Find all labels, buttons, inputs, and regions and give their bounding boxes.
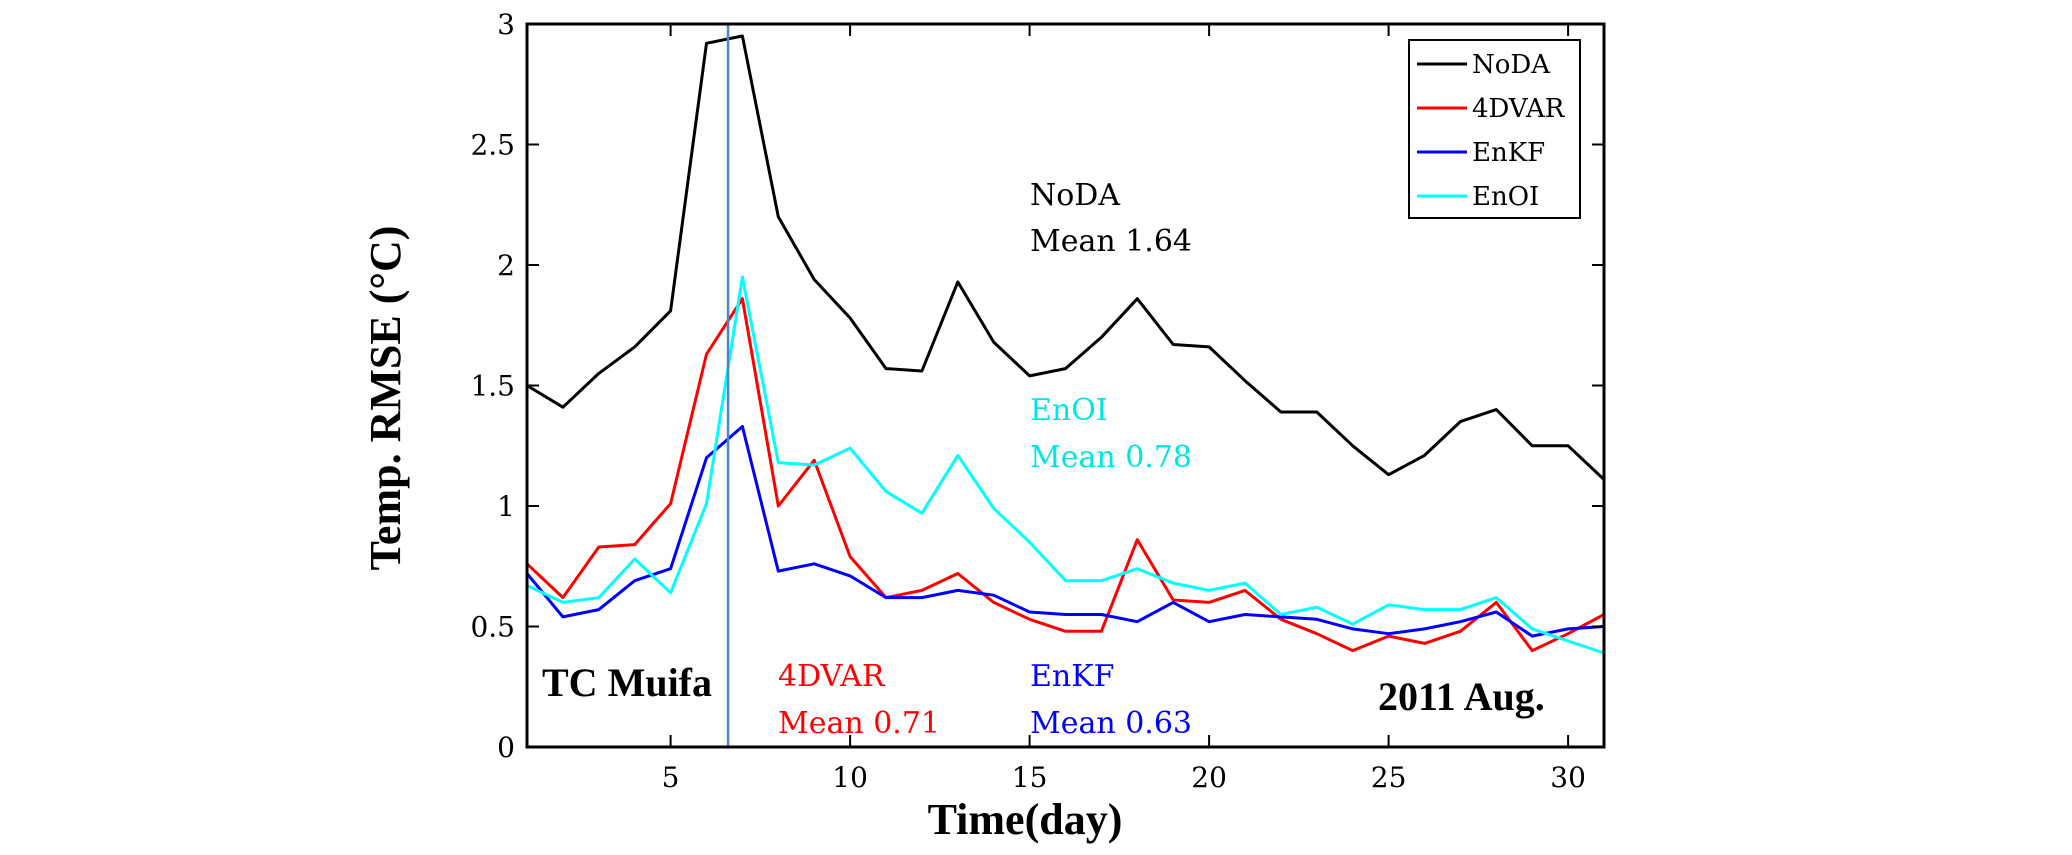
x-tick-label: 30 bbox=[1550, 761, 1586, 794]
series-line-noda bbox=[526, 34, 1606, 481]
legend-label-enkf: EnKF bbox=[1472, 138, 1545, 168]
x-tick-label: 10 bbox=[832, 761, 868, 794]
y-tick-label: 2 bbox=[497, 249, 515, 282]
y-tick-label: 3 bbox=[497, 8, 515, 41]
series-line-enkf bbox=[525, 425, 1605, 638]
y-tick-label: 1 bbox=[497, 490, 515, 523]
enkf-annotation-name: EnKF bbox=[1030, 659, 1114, 694]
tc-muifa-label: TC Muifa bbox=[542, 660, 712, 705]
legend-label-noda: NoDA bbox=[1472, 50, 1551, 80]
enkf-annotation-mean: Mean 0.63 bbox=[1030, 706, 1192, 741]
plot-frame bbox=[525, 22, 1606, 749]
x-tick-label: 25 bbox=[1371, 761, 1407, 794]
legend-label-enoi: EnOI bbox=[1472, 182, 1539, 212]
legend: NoDA 4DVAR EnKF EnOI bbox=[1408, 39, 1581, 219]
y-tick-label: 1.5 bbox=[470, 370, 515, 403]
enoi-annotation-name: EnOI bbox=[1030, 393, 1108, 428]
4dvar-annotation-mean: Mean 0.71 bbox=[778, 706, 940, 741]
y-axis-title: Temp. RMSE (°C) bbox=[361, 226, 410, 571]
legend-label-4dvar: 4DVAR bbox=[1472, 94, 1566, 124]
x-axis-title: Time(day) bbox=[928, 795, 1123, 844]
series-line-enoi bbox=[526, 275, 1605, 655]
x-tick-label: 5 bbox=[662, 761, 680, 794]
y-tick-label: 2.5 bbox=[470, 129, 515, 162]
legend-box bbox=[1408, 39, 1581, 219]
y-tick-label: 0 bbox=[497, 731, 515, 764]
series-line-4dvar bbox=[525, 297, 1605, 653]
noda-annotation-name: NoDA bbox=[1030, 178, 1120, 213]
y-tick-label: 0.5 bbox=[470, 611, 515, 644]
x-tick-label: 20 bbox=[1191, 761, 1227, 794]
date-label: 2011 Aug. bbox=[1378, 674, 1545, 719]
x-tick-label: 15 bbox=[1012, 761, 1048, 794]
enoi-annotation-mean: Mean 0.78 bbox=[1030, 440, 1192, 475]
noda-annotation-mean: Mean 1.64 bbox=[1030, 224, 1192, 259]
4dvar-annotation-name: 4DVAR bbox=[778, 659, 886, 694]
